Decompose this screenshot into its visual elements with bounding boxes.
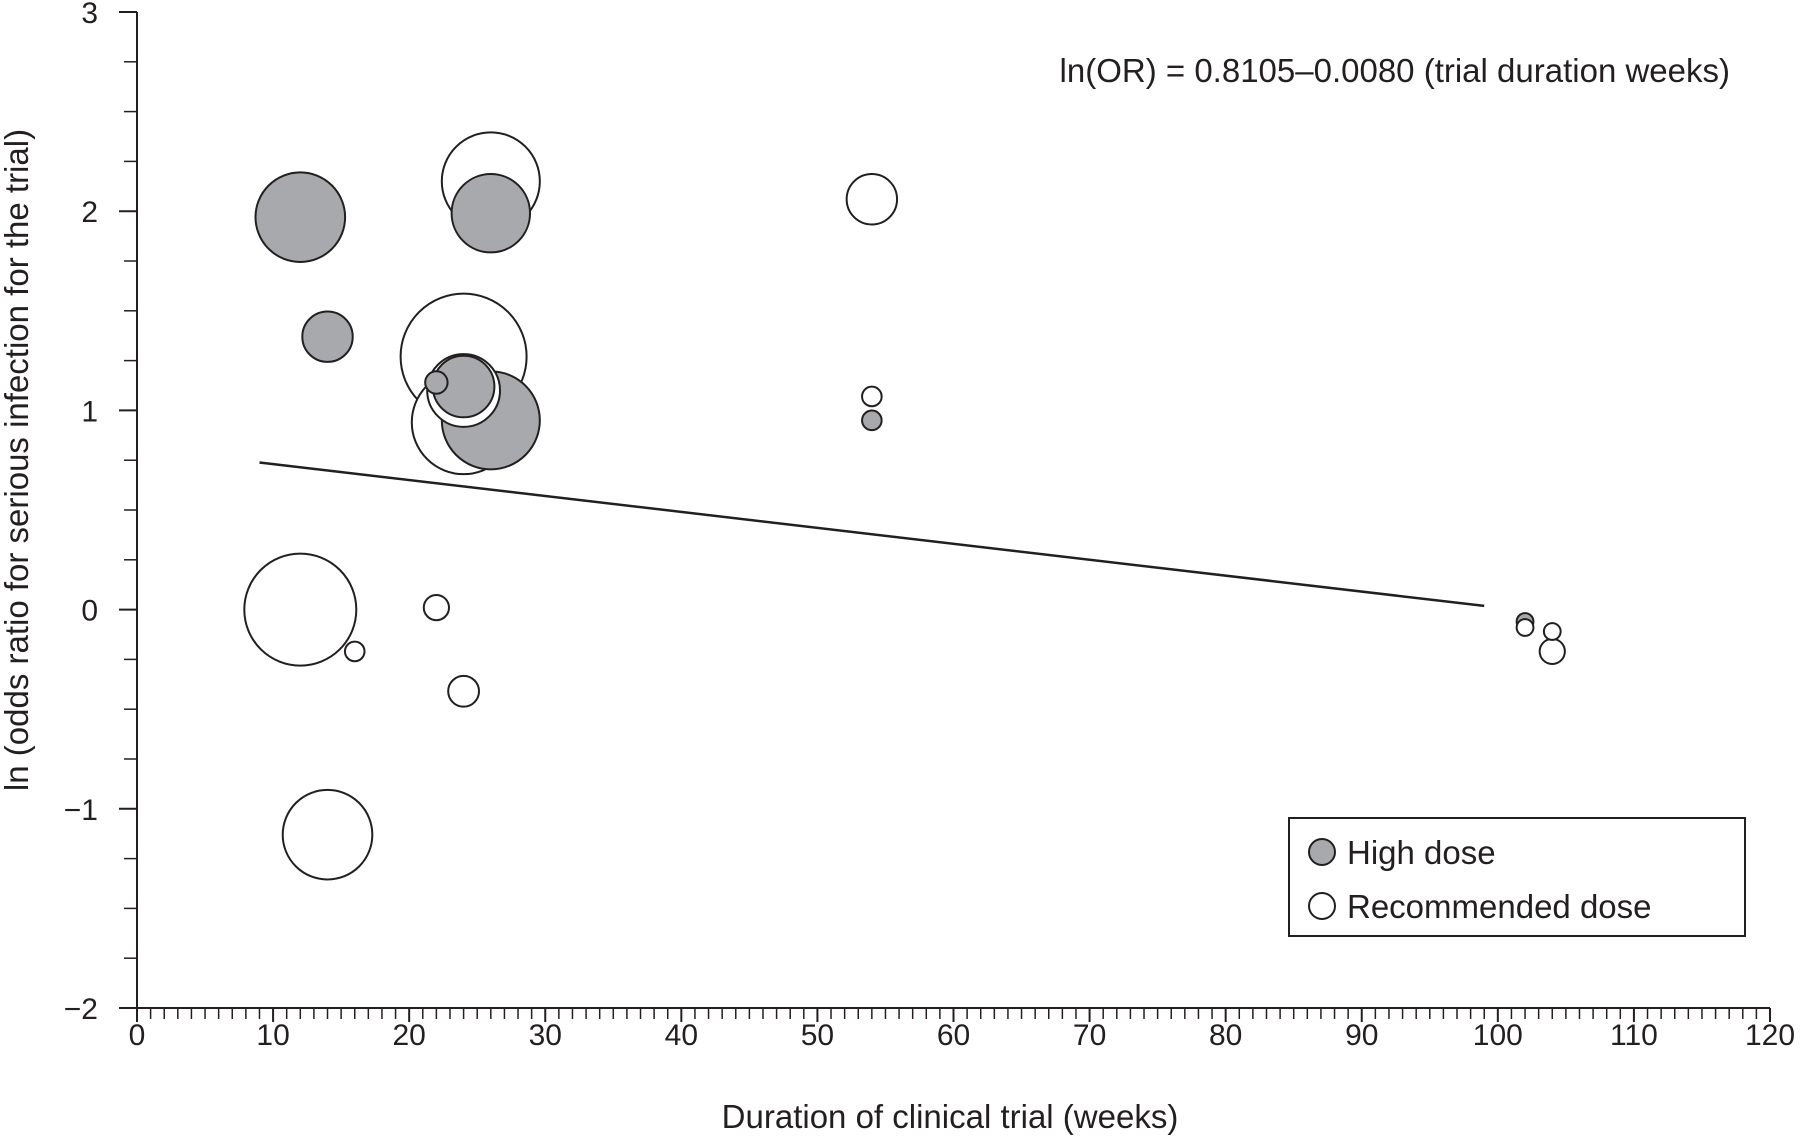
y-tick-label: 1: [81, 395, 98, 428]
data-point-recommended-dose: [281, 788, 374, 881]
x-tick-label: 0: [129, 1019, 146, 1052]
y-tick-label: −1: [64, 794, 98, 827]
data-point-high-dose: [301, 310, 354, 363]
legend-label-high-dose: High dose: [1347, 834, 1496, 871]
data-point-recommended-dose: [447, 674, 481, 708]
y-axis-title: ln (odds ratio for serious infection for…: [0, 129, 35, 791]
data-point-recommended-dose: [845, 173, 899, 226]
legend-marker-high-dose: [1308, 838, 1336, 866]
data-point-high-dose: [450, 172, 532, 254]
data-point-recommended-dose: [243, 552, 358, 667]
data-point-recommended-dose: [422, 594, 450, 622]
data-point-high-dose: [424, 370, 449, 395]
data-point-high-dose: [254, 171, 347, 263]
y-tick-label: 2: [81, 196, 98, 229]
data-point-recommended-dose: [343, 640, 366, 663]
y-tick-label: 0: [81, 595, 98, 628]
legend-marker-recommended-dose: [1308, 892, 1336, 920]
x-axis-title: Duration of clinical trial (weeks): [722, 1098, 1179, 1135]
x-tick-label: 110: [1610, 1019, 1658, 1052]
y-tick-label: 3: [81, 0, 98, 30]
regression-line: [259, 461, 1485, 608]
x-tick-label: 70: [1073, 1019, 1106, 1052]
data-point-recommended-dose: [1542, 622, 1562, 641]
y-tick-label: −2: [64, 993, 98, 1026]
x-tick-label: 10: [256, 1019, 289, 1052]
x-tick-label: 20: [392, 1019, 425, 1052]
x-tick-label: 50: [801, 1019, 834, 1052]
x-tick-label: 60: [937, 1019, 970, 1052]
x-tick-label: 90: [1345, 1019, 1378, 1052]
legend-box: [1288, 817, 1746, 937]
x-tick-label: 120: [1745, 1019, 1795, 1052]
regression-line-group: [259, 461, 1485, 608]
x-tick-label: 100: [1473, 1019, 1523, 1052]
axes: 0 10 20 30 40 50 60 70 80 90 100 110 120 −2 −1 0 1 2 3: [64, 0, 1795, 1052]
data-point-recommended-dose: [1538, 637, 1566, 666]
x-tick-label: 40: [665, 1019, 698, 1052]
data-point-recommended-dose: [1515, 618, 1535, 637]
data-point-recommended-dose: [861, 385, 883, 408]
data-points: [243, 131, 1566, 881]
data-point-high-dose: [861, 409, 883, 432]
legend: High dose Recommended dose: [1288, 817, 1746, 937]
x-tick-label: 80: [1209, 1019, 1242, 1052]
legend-label-recommended-dose: Recommended dose: [1347, 888, 1652, 925]
x-tick-label: 30: [529, 1019, 562, 1052]
regression-equation: ln(OR) = 0.8105–0.0080 (trial duration w…: [1060, 52, 1730, 89]
